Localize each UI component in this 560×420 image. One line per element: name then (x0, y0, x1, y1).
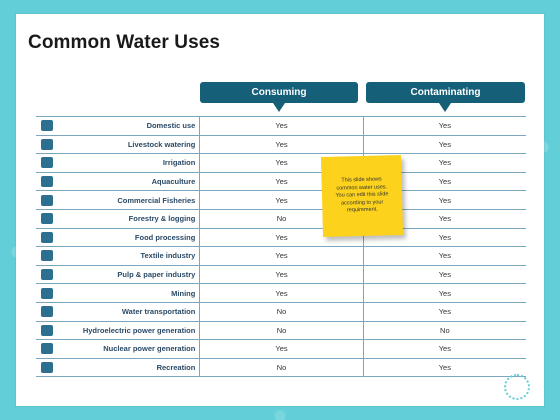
fishing-boat-icon (40, 194, 53, 206)
table-row: Water transportation No Yes (36, 302, 526, 322)
table-row: Nuclear power generation Yes Yes (36, 340, 526, 359)
contaminating-value: Yes (362, 247, 526, 265)
page-title: Common Water Uses (28, 32, 221, 53)
swimmer-icon (40, 362, 53, 374)
contaminating-value: Yes (362, 284, 526, 302)
consuming-value: No (199, 302, 362, 321)
row-label: Irrigation (162, 158, 196, 168)
water-uses-table: Domestic use Yes Yes Livestock watering Yes Y… (36, 116, 526, 378)
contaminating-value: Yes (362, 265, 526, 284)
bottle-icon (40, 231, 53, 243)
slide: Common Water Uses Consuming Contaminatin… (16, 14, 544, 406)
row-label: Hydroelectric power generation (82, 325, 196, 335)
contaminating-value: No (362, 321, 526, 340)
consuming-value: Yes (199, 154, 362, 172)
sticky-note-text: This slide shows common water uses. You … (335, 176, 389, 214)
table-row: Commercial Fisheries Yes Yes (36, 191, 526, 210)
row-icon-cell (36, 210, 58, 228)
dam-icon (40, 324, 53, 336)
table-row: Mining Yes Yes (36, 284, 526, 303)
contaminating-value: Yes (362, 135, 526, 154)
consuming-value: Yes (199, 117, 362, 135)
row-label: Textile industry (140, 251, 196, 261)
ship-icon (40, 306, 53, 318)
consuming-value: Yes (199, 284, 362, 302)
table-row: Textile industry Yes Yes (36, 247, 526, 266)
row-label: Aquaculture (151, 177, 196, 187)
row-label: Livestock watering (127, 139, 196, 149)
row-label: Mining (171, 288, 196, 298)
row-icon-cell (36, 340, 58, 358)
table-row: Pulp & paper industry Yes Yes (36, 265, 526, 285)
water-splash-icon (504, 374, 530, 400)
table-row: Livestock watering Yes Yes (36, 135, 526, 155)
table-row: Forestry & logging No Yes (36, 209, 526, 229)
table-row: Recreation No Yes (36, 358, 526, 378)
consuming-value: Yes (199, 265, 362, 284)
consuming-value: Yes (199, 340, 362, 358)
consuming-value: Yes (199, 135, 362, 154)
consuming-value: Yes (199, 191, 362, 209)
sticky-note: This slide shows common water uses. You … (320, 154, 404, 238)
row-icon-cell (36, 191, 58, 209)
cow-icon (40, 138, 53, 150)
consuming-value: No (199, 358, 362, 377)
row-icon-cell (36, 247, 58, 265)
house-icon (40, 120, 53, 132)
row-label: Nuclear power generation (103, 344, 196, 354)
arrow-down-icon (273, 97, 285, 112)
row-label: Forestry & logging (128, 214, 196, 224)
contaminating-value: Yes (362, 302, 526, 321)
contaminating-value: Yes (362, 358, 526, 377)
contaminating-header: Contaminating (366, 82, 525, 103)
consuming-header: Consuming (200, 82, 358, 103)
shirt-icon (40, 250, 53, 262)
row-label: Pulp & paper industry (117, 270, 196, 280)
contaminating-value: Yes (362, 340, 526, 358)
row-icon-cell (36, 359, 58, 377)
row-icon-cell (36, 136, 58, 154)
consuming-value: Yes (199, 172, 362, 191)
table-row: Aquaculture Yes Yes (36, 172, 526, 192)
row-label: Domestic use (146, 121, 196, 131)
fish-icon (40, 176, 53, 188)
table-row: Irrigation Yes Yes (36, 154, 526, 173)
contaminating-value: Yes (362, 117, 526, 135)
row-icon-cell (36, 229, 58, 247)
row-icon-cell (36, 154, 58, 172)
table-row: Food processing Yes Yes (36, 228, 526, 248)
row-label: Recreation (156, 363, 196, 373)
contaminating-value: Yes (362, 228, 526, 247)
row-icon-cell (36, 173, 58, 191)
row-icon-cell (36, 117, 58, 135)
consuming-value: No (199, 321, 362, 340)
row-label: Food processing (134, 232, 196, 242)
consuming-value: Yes (199, 247, 362, 265)
row-icon-cell (36, 284, 58, 302)
tree-icon (40, 213, 53, 225)
row-label: Commercial Fisheries (117, 195, 196, 205)
sprinkler-icon (40, 157, 53, 169)
table-row: Hydroelectric power generation No No (36, 321, 526, 341)
row-icon-cell (36, 266, 58, 284)
row-icon-cell (36, 303, 58, 321)
mine-icon (40, 287, 53, 299)
consuming-value: No (199, 209, 362, 228)
nuclear-plant-icon (40, 343, 53, 355)
consuming-value: Yes (199, 228, 362, 247)
row-label: Water transportation (121, 307, 196, 317)
row-icon-cell (36, 322, 58, 340)
paper-icon (40, 269, 53, 281)
arrow-down-icon (439, 97, 451, 112)
table-row: Domestic use Yes Yes (36, 116, 526, 136)
